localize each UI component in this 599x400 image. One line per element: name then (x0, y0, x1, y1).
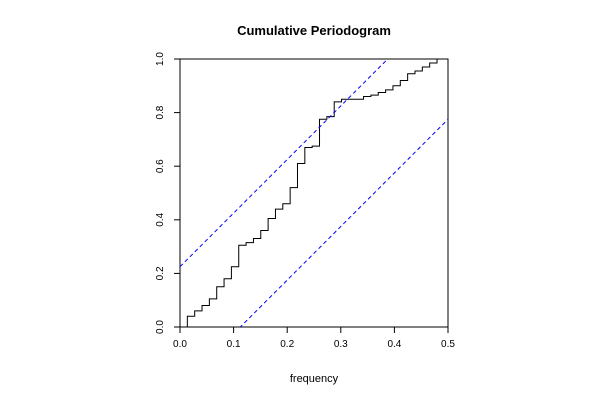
x-tick-label: 0.4 (387, 339, 401, 350)
x-tick-label: 0.0 (173, 339, 187, 350)
y-tick-label: 0.4 (155, 212, 166, 226)
cumulative-periodogram-line (180, 59, 448, 327)
x-axis-label: frequency (290, 373, 339, 385)
confidence-band-line (180, 59, 389, 268)
y-tick-label: 0.2 (155, 266, 166, 280)
x-tick-label: 0.1 (227, 339, 241, 350)
y-tick-label: 0.6 (155, 159, 166, 173)
chart-title: Cumulative Periodogram (237, 23, 391, 38)
confidence-band-line (239, 118, 448, 327)
x-tick-label: 0.3 (334, 339, 348, 350)
y-tick-label: 0.0 (155, 320, 166, 334)
x-tick-label: 0.5 (441, 339, 455, 350)
y-tick-label: 1.0 (155, 52, 166, 66)
plot-frame (179, 58, 449, 328)
x-tick-label: 0.2 (280, 339, 294, 350)
y-tick-label: 0.8 (155, 105, 166, 119)
